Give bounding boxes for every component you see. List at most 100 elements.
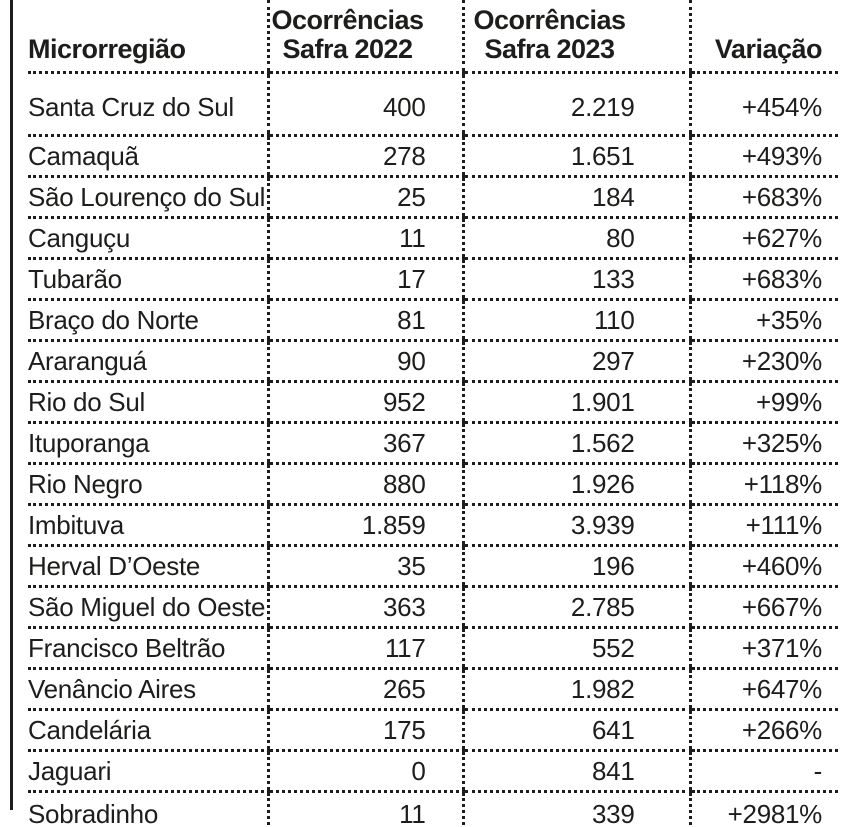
cell-variation: +325% (688, 422, 838, 465)
cell-region: Santa Cruz do Sul (28, 72, 268, 137)
cell-region: Rio do Sul (28, 381, 268, 424)
table-row: Rio Negro 880 1.926 +118% (28, 463, 838, 506)
column-header-safra-2023-line2: Safra 2023 (484, 34, 615, 65)
cell-safra-2022: 175 (266, 709, 463, 752)
cell-safra-2023: 1.982 (461, 668, 690, 711)
cell-safra-2023: 80 (461, 217, 690, 260)
column-header-microrregiao: Microrregião (28, 0, 268, 74)
cell-variation: +111% (688, 504, 838, 547)
cell-region: Candelária (28, 709, 268, 752)
table-row: São Lourenço do Sul 25 184 +683% (28, 176, 838, 219)
cell-safra-2022: 367 (266, 422, 463, 465)
occurrences-table: Microrregião Ocorrências Safra 2022 Ocor… (28, 0, 838, 827)
cell-variation: +460% (688, 545, 838, 588)
column-header-safra-2022: Ocorrências Safra 2022 (266, 0, 463, 74)
table-row: Braço do Norte 81 110 +35% (28, 299, 838, 342)
cell-safra-2023: 133 (461, 258, 690, 301)
cell-safra-2022: 265 (266, 668, 463, 711)
cell-safra-2022: 117 (266, 627, 463, 670)
table-row: Canguçu 11 80 +627% (28, 217, 838, 260)
column-header-safra-2022-line2: Safra 2022 (282, 34, 413, 65)
cell-safra-2022: 1.859 (266, 504, 463, 547)
table-row: Francisco Beltrão 117 552 +371% (28, 627, 838, 670)
cell-safra-2022: 25 (266, 176, 463, 219)
cell-region: Canguçu (28, 217, 268, 260)
cell-safra-2023: 552 (461, 627, 690, 670)
table-row: Sobradinho 11 339 +2981% (28, 791, 838, 827)
cell-safra-2023: 841 (461, 750, 690, 793)
cell-variation: +371% (688, 627, 838, 670)
column-header-safra-2022-line1: Ocorrências (271, 5, 424, 36)
table-row: Araranguá 90 297 +230% (28, 340, 838, 383)
cell-region: Araranguá (28, 340, 268, 383)
cell-variation: +2981% (688, 791, 838, 827)
cell-variation: +118% (688, 463, 838, 506)
cell-region: Sobradinho (28, 791, 268, 827)
cell-variation: +647% (688, 668, 838, 711)
cell-safra-2022: 35 (266, 545, 463, 588)
cell-region: Tubarão (28, 258, 268, 301)
cell-safra-2023: 1.901 (461, 381, 690, 424)
cell-safra-2022: 880 (266, 463, 463, 506)
cell-region: Francisco Beltrão (28, 627, 268, 670)
cell-safra-2023: 196 (461, 545, 690, 588)
cell-region: Camaquã (28, 135, 268, 178)
cell-safra-2023: 3.939 (461, 504, 690, 547)
column-header-safra-2023: Ocorrências Safra 2023 (461, 0, 690, 74)
cell-safra-2022: 278 (266, 135, 463, 178)
cell-safra-2022: 11 (266, 217, 463, 260)
cell-variation: +667% (688, 586, 838, 629)
cell-safra-2023: 1.926 (461, 463, 690, 506)
cell-safra-2022: 17 (266, 258, 463, 301)
cell-safra-2023: 1.651 (461, 135, 690, 178)
cell-region: Jaguari (28, 750, 268, 793)
table-row: Santa Cruz do Sul 400 2.219 +454% (28, 72, 838, 137)
cell-safra-2022: 0 (266, 750, 463, 793)
cell-region: Imbituva (28, 504, 268, 547)
cell-region: Braço do Norte (28, 299, 268, 342)
cell-safra-2022: 90 (266, 340, 463, 383)
cell-safra-2023: 110 (461, 299, 690, 342)
cell-safra-2023: 184 (461, 176, 690, 219)
cell-region: São Miguel do Oeste (28, 586, 268, 629)
table-row: Jaguari 0 841- (28, 750, 838, 793)
cell-safra-2022: 11 (266, 791, 463, 827)
cell-variation: +683% (688, 176, 838, 219)
cell-region: Herval D’Oeste (28, 545, 268, 588)
cell-safra-2022: 952 (266, 381, 463, 424)
header-row: Microrregião Ocorrências Safra 2022 Ocor… (28, 0, 838, 74)
column-header-variacao: Variação (688, 0, 838, 74)
cell-safra-2023: 339 (461, 791, 690, 827)
cell-safra-2023: 2.785 (461, 586, 690, 629)
cell-safra-2023: 1.562 (461, 422, 690, 465)
table-row: Tubarão 17 133 +683% (28, 258, 838, 301)
left-border-rule (10, 0, 13, 810)
cell-variation: +627% (688, 217, 838, 260)
table-row: Ituporanga 367 1.562 +325% (28, 422, 838, 465)
table-row: Venâncio Aires 265 1.982 +647% (28, 668, 838, 711)
cell-region: São Lourenço do Sul (28, 176, 268, 219)
cell-variation: +230% (688, 340, 838, 383)
cell-safra-2023: 641 (461, 709, 690, 752)
cell-variation: - (688, 750, 838, 793)
cell-safra-2023: 297 (461, 340, 690, 383)
table-row: Camaquã 278 1.651 +493% (28, 135, 838, 178)
cell-safra-2022: 400 (266, 72, 463, 137)
cell-region: Rio Negro (28, 463, 268, 506)
cell-region: Ituporanga (28, 422, 268, 465)
cell-region: Venâncio Aires (28, 668, 268, 711)
table-row: Rio do Sul 952 1.901 +99% (28, 381, 838, 424)
table-row: Herval D’Oeste 35 196 +460% (28, 545, 838, 588)
table-row: Candelária 175 641 +266% (28, 709, 838, 752)
table-body: Santa Cruz do Sul 400 2.219 +454% Camaquã 278… (28, 72, 838, 827)
cell-variation: +99% (688, 381, 838, 424)
cell-safra-2022: 363 (266, 586, 463, 629)
cell-variation: +35% (688, 299, 838, 342)
cell-variation: +493% (688, 135, 838, 178)
table-row: São Miguel do Oeste 363 2.785 +667% (28, 586, 838, 629)
cell-variation: +683% (688, 258, 838, 301)
cell-variation: +266% (688, 709, 838, 752)
cell-safra-2023: 2.219 (461, 72, 690, 137)
column-header-safra-2023-line1: Ocorrências (473, 5, 626, 36)
